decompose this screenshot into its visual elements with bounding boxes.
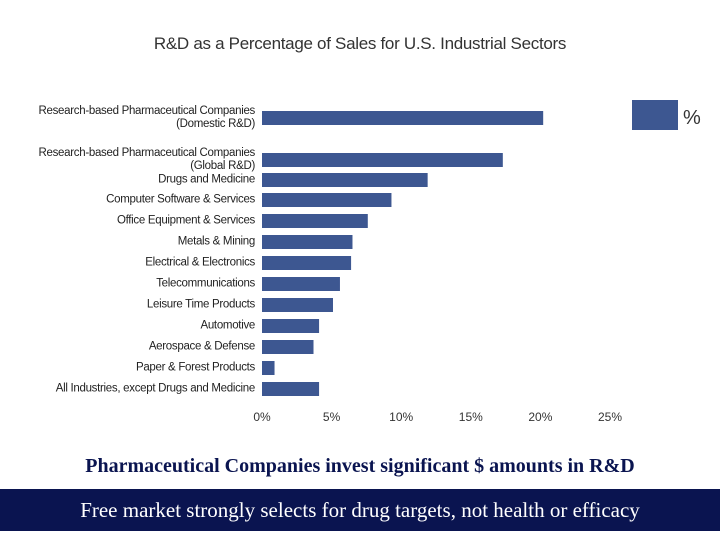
- legend-swatch: [632, 100, 678, 130]
- y-tick-label: Computer Software & Services: [106, 193, 255, 206]
- y-tick-label: Drugs and Medicine: [158, 173, 255, 186]
- y-tick-label: Research-based Pharmaceutical Companies …: [38, 147, 256, 172]
- banner: Free market strongly selects for drug ta…: [0, 489, 720, 531]
- y-tick-label: Electrical & Electronics: [145, 256, 255, 269]
- y-tick-label: Paper & Forest Products: [135, 361, 255, 374]
- x-tick-label: 20%: [528, 410, 552, 424]
- x-tick-label: 15%: [459, 410, 483, 424]
- y-tick-label: Office Equipment & Services: [116, 214, 255, 227]
- bar: [262, 361, 275, 375]
- bar: [262, 111, 544, 125]
- bar: [262, 277, 340, 291]
- bar: [262, 193, 392, 207]
- x-tick-label: 0%: [253, 410, 271, 424]
- y-tick-label: Automotive: [200, 319, 255, 332]
- x-tick-label: 25%: [598, 410, 622, 424]
- chart-title: R&D as a Percentage of Sales for U.S. In…: [153, 34, 567, 53]
- y-tick-label: Leisure Time Products: [146, 298, 255, 311]
- y-tick-label: Research-based Pharmaceutical Companies …: [38, 105, 256, 130]
- x-tick-label: 5%: [323, 410, 341, 424]
- bar: [262, 214, 368, 228]
- y-tick-label: All Industries, except Drugs and Medicin…: [55, 382, 256, 395]
- bar: [262, 235, 353, 249]
- y-tick-label: Metals & Mining: [177, 235, 256, 248]
- bar: [262, 319, 320, 333]
- y-tick-label: Aerospace & Defense: [148, 340, 255, 353]
- y-tick-label: Telecommunications: [156, 277, 255, 290]
- bar: [262, 153, 503, 167]
- bar: [262, 173, 428, 187]
- bar: [262, 340, 314, 354]
- bar: [262, 298, 333, 312]
- bar: [262, 256, 352, 270]
- bar: [262, 382, 320, 396]
- legend-label: %: [683, 107, 701, 129]
- x-tick-label: 10%: [389, 410, 413, 424]
- caption: Pharmaceutical Companies invest signific…: [85, 455, 635, 477]
